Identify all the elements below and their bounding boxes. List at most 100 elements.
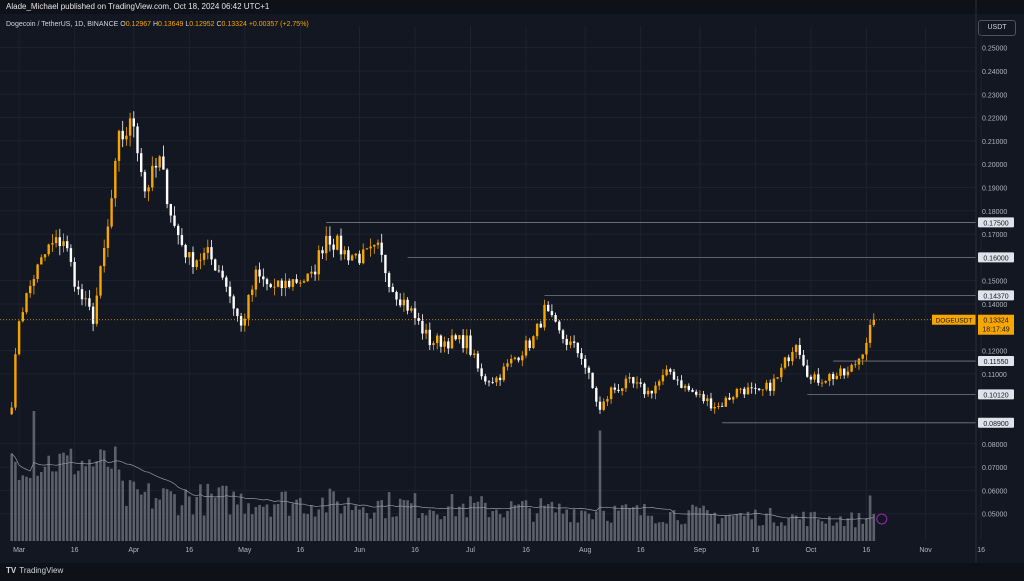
volume-bar [91, 466, 95, 541]
volume-bar [276, 503, 280, 541]
price-chart[interactable]: 0.17500 0.16000 0.14370 0.11550 0.10120 0.089… [0, 0, 1024, 563]
volume-bar [628, 508, 631, 541]
volume-bar [139, 494, 143, 541]
candle-body [417, 318, 420, 321]
y-tick-label: 0.24000 [982, 69, 1007, 76]
candle-body [317, 250, 320, 275]
candle-body [95, 295, 98, 324]
tradingview-logo[interactable]: TV TradingView [6, 566, 63, 575]
volume-bar [861, 523, 864, 541]
candle-body [173, 215, 176, 226]
candle-body [791, 352, 794, 362]
candle-body [843, 368, 846, 376]
candle-body [439, 335, 443, 347]
candle-body [54, 237, 58, 244]
level-label-bg [978, 217, 1014, 228]
candle-body [99, 266, 102, 296]
candle-body [310, 271, 313, 274]
volume-bar [54, 471, 58, 541]
candle-body [217, 270, 221, 272]
candle-body [643, 383, 646, 395]
candle-body [188, 252, 191, 258]
candle-body [236, 308, 239, 317]
volume-bar [543, 505, 546, 541]
volume-bar [687, 510, 691, 541]
candle-body [510, 358, 513, 364]
candle-body [258, 269, 261, 277]
volume-bar [169, 491, 173, 541]
candle-body [868, 324, 872, 343]
volume-bar [654, 523, 657, 541]
volume-bar [698, 508, 702, 541]
candle-body [865, 342, 868, 355]
candle-body [25, 293, 28, 313]
volume-bar [361, 507, 365, 541]
volume-bar [517, 504, 520, 541]
volume-bar [432, 510, 435, 541]
candle-body [635, 382, 639, 384]
volume-bar [620, 505, 624, 541]
volume-bar [310, 505, 313, 541]
volume-bar [609, 522, 613, 541]
candle-body [732, 397, 735, 400]
level-label-bg [978, 252, 1014, 263]
volume-bar [794, 515, 798, 541]
candle-body [14, 354, 17, 408]
volume-bar [147, 483, 150, 541]
volume-bar [225, 485, 228, 541]
level-label: 0.08900 [983, 421, 1008, 428]
volume-bar [391, 516, 395, 541]
volume-bar [835, 522, 839, 541]
volume-bar [854, 527, 857, 541]
volume-bar [236, 504, 239, 541]
candle-body [628, 377, 631, 379]
candle-body [498, 377, 502, 381]
candle-body [554, 315, 557, 322]
candle-body [702, 394, 705, 402]
volume-bar [47, 455, 50, 541]
candle-body [402, 299, 406, 306]
candle-body [350, 255, 354, 261]
volume-bar [36, 475, 39, 541]
candle-body [365, 248, 369, 250]
candle-body [325, 235, 328, 254]
volume-bar [472, 502, 476, 541]
candle-body [746, 387, 750, 395]
candle-body [132, 118, 135, 127]
y-tick-label: 0.12000 [982, 349, 1007, 356]
x-tick-label: Sep [694, 547, 707, 554]
candle-body [254, 269, 258, 290]
candle-body [373, 244, 376, 247]
candle-body [535, 323, 539, 337]
volume-bar [828, 516, 831, 541]
candle-body [273, 286, 276, 288]
volume-bar [380, 500, 383, 541]
volume-bar [232, 491, 235, 541]
volume-bar [680, 524, 683, 541]
x-tick-label: 16 [185, 547, 193, 554]
volume-bar [428, 509, 432, 541]
volume-bar [151, 508, 154, 541]
volume-bar [443, 515, 446, 541]
candle-body [487, 381, 491, 383]
candle-body [399, 299, 402, 306]
candle-body [458, 335, 461, 340]
volume-bar [384, 518, 387, 541]
volume-bar [317, 509, 321, 541]
currency-button[interactable]: USDT [978, 20, 1016, 36]
volume-bar [287, 515, 291, 541]
volume-bar [213, 497, 217, 541]
candle-body [358, 253, 361, 264]
volume-bar [284, 491, 287, 541]
volume-bar [158, 499, 161, 541]
candle-body [754, 388, 757, 390]
candle-body [88, 298, 91, 307]
volume-bar [165, 489, 169, 541]
volume-bar [717, 523, 720, 541]
candle-body [846, 371, 850, 376]
y-tick-label: 0.06000 [982, 488, 1007, 495]
y-tick-label: 0.25000 [982, 46, 1007, 53]
candle-body [228, 286, 232, 297]
candle-body [595, 388, 598, 402]
candle-body [299, 282, 302, 284]
